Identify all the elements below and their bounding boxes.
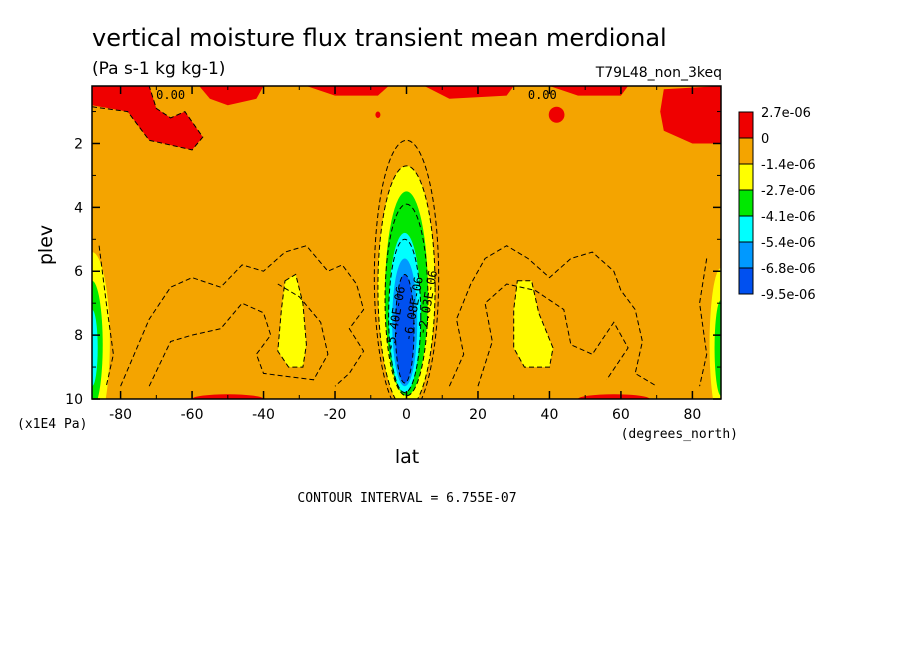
x-tick-label: -60 <box>181 407 204 423</box>
legend-swatch <box>738 137 754 165</box>
x-axis-label: lat <box>395 446 419 468</box>
x-tick-label: 0 <box>402 407 411 423</box>
plot-area: 0.00 0.00-5.40E-06-6.08E-06-2.03E-06 <box>92 86 721 399</box>
x-tick-label: -80 <box>109 407 132 423</box>
contour-north-inner <box>477 283 629 387</box>
contour-eq-4 <box>388 238 422 394</box>
y-tick-label: 8 <box>74 328 83 344</box>
legend-swatch <box>738 215 754 243</box>
contour-eq-5 <box>394 273 415 384</box>
x-tick-label: 40 <box>541 407 559 423</box>
contour-label-0: 0.00 <box>156 88 185 102</box>
contour-label-1: 0.00 <box>528 88 557 102</box>
legend-label: -5.4e-06 <box>761 236 816 251</box>
legend-swatch <box>738 163 754 191</box>
equatorial-extreme <box>395 274 415 384</box>
axes: -80 -60 -40 -20 0 20 40 60 80 2 4 6 8 10 <box>65 85 722 423</box>
y-axis-label: plev <box>35 225 57 265</box>
x-unit-label: (degrees_north) <box>621 427 738 442</box>
experiment-label: T79L48_non_3keq <box>595 65 722 81</box>
color-legend: 2.7e-06 0 -1.4e-06 -2.7e-06 -4.1e-06 -5.4e-06… <box>738 106 816 303</box>
legend-swatch <box>738 189 754 217</box>
contour-fields <box>92 86 721 399</box>
y-unit-label: (x1E4 Pa) <box>17 417 87 432</box>
contour-south-broad <box>120 245 365 387</box>
y-tick-label: 4 <box>74 200 83 216</box>
legend-label: 0 <box>761 132 769 147</box>
legend-label: 2.7e-06 <box>761 106 811 121</box>
y-tick-label: 2 <box>74 136 83 152</box>
positive-region-north <box>549 86 629 96</box>
chart-title: vertical moisture flux transient mean me… <box>92 24 667 52</box>
chart-units: (Pa s-1 kg kg-1) <box>92 59 225 79</box>
contour-eq-1 <box>373 139 440 399</box>
legend-label: -1.4e-06 <box>761 158 816 173</box>
positive-region-north-pole <box>660 86 721 144</box>
y-tick-label: 10 <box>65 392 83 408</box>
positive-region-mid <box>306 86 389 96</box>
x-tick-label: 60 <box>612 407 630 423</box>
contour-zero-south <box>92 86 204 151</box>
positive-region-south-2 <box>199 86 264 106</box>
negative-edge-north-2 <box>714 300 721 396</box>
contour-north-broad <box>448 245 657 387</box>
legend-swatch <box>738 241 754 269</box>
negative-lobe-north <box>513 280 554 368</box>
positive-dot <box>375 111 381 118</box>
negative-lobe-south <box>277 273 307 368</box>
legend-swatch <box>738 267 754 295</box>
legend-label: -9.5e-06 <box>761 288 816 303</box>
contour-north-edge <box>699 258 708 387</box>
legend-label: -4.1e-06 <box>761 210 816 225</box>
positive-region-south <box>92 86 203 150</box>
x-tick-label: -20 <box>324 407 347 423</box>
legend-swatch <box>738 111 754 139</box>
legend-label: -2.7e-06 <box>761 184 816 199</box>
x-tick-label: 80 <box>683 407 701 423</box>
legend-label: -6.8e-06 <box>761 262 816 277</box>
contour-interval: CONTOUR INTERVAL = 6.755E-07 <box>297 491 516 506</box>
positive-blob <box>548 106 565 123</box>
contour-south-inner <box>148 283 329 387</box>
x-tick-label: -40 <box>252 407 275 423</box>
positive-bottom-north <box>578 394 650 399</box>
y-tick-label: 6 <box>74 264 83 280</box>
positive-region-north-mid <box>424 86 514 99</box>
contour-south-edge <box>98 245 114 387</box>
contour-eq-2 <box>377 165 436 399</box>
x-tick-label: 20 <box>469 407 487 423</box>
contour-eq-3 <box>384 203 429 397</box>
